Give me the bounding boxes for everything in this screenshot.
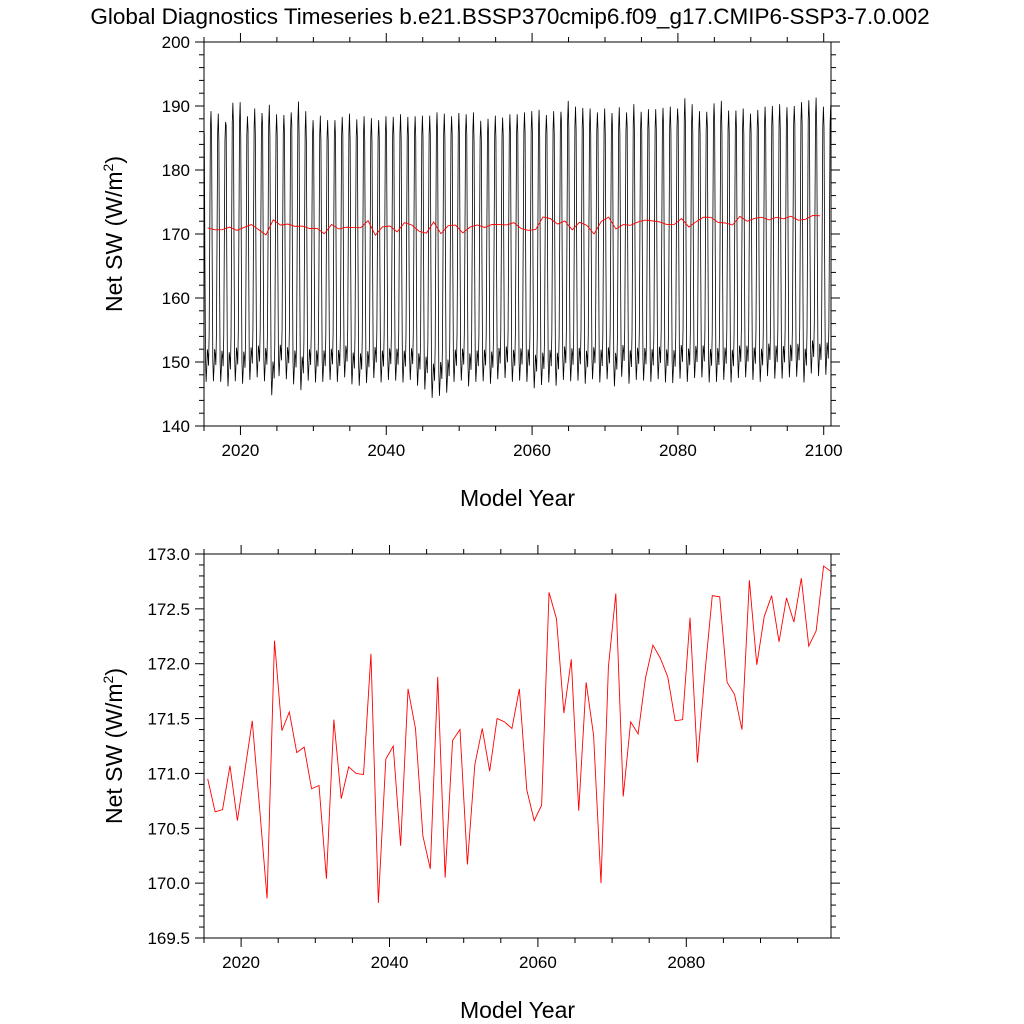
y-tick-label: 172.0: [147, 655, 190, 674]
y-tick-label: 140: [162, 417, 190, 436]
bottom-panel: 2020 2040 2060 2080 169.5 170.0 170.5 171.0 171.…: [100, 545, 840, 1023]
top-y-axis-label-close: ): [101, 156, 127, 164]
bottom-annual-series: [207, 565, 832, 903]
annual-mean-series-line: [207, 215, 821, 236]
y-tick-label: 160: [162, 289, 190, 308]
y-tick-label: 170: [162, 225, 190, 244]
top-x-axis-label: Model Year: [460, 485, 575, 511]
bottom-x-axis-label: Model Year: [460, 997, 575, 1023]
top-y-axis-label: Net SW (W/m2): [100, 156, 127, 312]
monthly-series-line: [203, 97, 832, 398]
top-y-axis-label-main: Net SW (W/m: [101, 171, 127, 312]
y-tick-label: 200: [162, 33, 190, 52]
top-plot-frame: [203, 41, 832, 427]
bottom-tick-labels: 2020 2040 2060 2080 169.5 170.0 170.5 171.0 171.…: [147, 545, 705, 972]
top-annual-series: [207, 215, 821, 236]
x-tick-label: 2080: [659, 441, 697, 460]
bottom-y-axis-label-main: Net SW (W/m: [101, 683, 127, 824]
figure-title: Global Diagnostics Timeseries b.e21.BSSP…: [90, 4, 929, 29]
y-tick-label: 170.5: [147, 819, 190, 838]
y-tick-label: 180: [162, 161, 190, 180]
x-tick-label: 2060: [519, 953, 557, 972]
x-tick-label: 2020: [222, 953, 260, 972]
y-tick-label: 172.5: [147, 600, 190, 619]
top-y-axis-label-superscript: 2: [100, 163, 116, 171]
x-tick-label: 2100: [805, 441, 843, 460]
x-tick-label: 2060: [513, 441, 551, 460]
annual-mean-series-line: [207, 565, 832, 903]
bottom-y-axis-label: Net SW (W/m2): [100, 668, 127, 824]
bottom-y-axis-label-close: ): [101, 668, 127, 676]
x-tick-label: 2040: [371, 953, 409, 972]
top-tick-labels: 2020 2040 2060 2080 2100 140 150 160 170 180 190 20…: [162, 33, 843, 460]
y-tick-label: 170.0: [147, 874, 190, 893]
y-tick-label: 173.0: [147, 545, 190, 564]
bottom-plot-frame: [203, 553, 832, 939]
y-tick-label: 169.5: [147, 929, 190, 948]
x-tick-label: 2080: [667, 953, 705, 972]
x-tick-label: 2040: [367, 441, 405, 460]
y-tick-label: 190: [162, 97, 190, 116]
bottom-axis-ticks: [195, 545, 840, 947]
top-monthly-series: [203, 97, 832, 398]
y-tick-label: 171.5: [147, 710, 190, 729]
bottom-y-axis-label-superscript: 2: [100, 675, 116, 683]
x-tick-label: 2020: [222, 441, 260, 460]
y-tick-label: 150: [162, 353, 190, 372]
top-panel: 2020 2040 2060 2080 2100 140 150 160 170 180 190 20…: [100, 33, 843, 511]
top-axis-ticks: [195, 33, 840, 435]
y-tick-label: 171.0: [147, 764, 190, 783]
